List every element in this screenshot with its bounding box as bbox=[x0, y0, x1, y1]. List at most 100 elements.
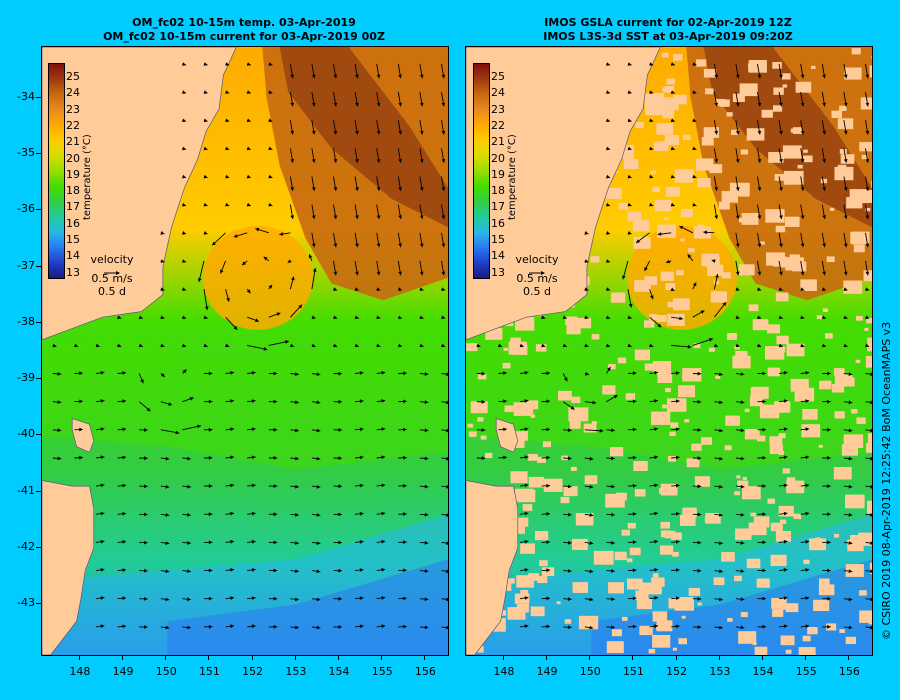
right-colorbar-title: temperature (°C) bbox=[507, 134, 518, 220]
velocity-arrowhead bbox=[146, 407, 151, 412]
velocity-arrowhead bbox=[843, 315, 848, 320]
velocity-arrowhead bbox=[79, 371, 83, 376]
cloud-mask-cell bbox=[686, 458, 700, 468]
velocity-arrowhead bbox=[606, 202, 610, 207]
velocity-arrowhead bbox=[848, 484, 853, 489]
velocity-arrowhead bbox=[800, 315, 805, 320]
velocity-arrowhead bbox=[338, 456, 342, 460]
cloud-mask-cell bbox=[820, 178, 828, 184]
colorbar-tick-label: 21 bbox=[66, 135, 80, 149]
cloud-mask-cell bbox=[871, 55, 872, 59]
cloud-mask-cell bbox=[672, 552, 679, 557]
velocity-arrowhead bbox=[843, 343, 848, 348]
velocity-arrowhead bbox=[230, 483, 234, 488]
velocity-arrowhead bbox=[182, 118, 186, 123]
velocity-arrowhead bbox=[675, 427, 680, 432]
cloud-mask-cell bbox=[732, 93, 745, 102]
velocity-arrowhead bbox=[273, 484, 278, 488]
velocity-arrowhead bbox=[290, 74, 295, 79]
velocity-arrow bbox=[441, 513, 448, 516]
velocity-arrowhead bbox=[290, 215, 295, 219]
longitude-tick-label: 151 bbox=[194, 655, 224, 678]
velocity-arrow bbox=[865, 401, 872, 404]
velocity-arrow bbox=[865, 485, 872, 488]
velocity-arrow bbox=[865, 570, 872, 572]
cloud-mask-cell bbox=[627, 211, 642, 222]
left-colorbar-title: temperature (°C) bbox=[82, 134, 93, 220]
velocity-arrowhead bbox=[233, 234, 238, 238]
right-title-line2: IMOS L3S-3d SST at 03-Apr-2019 09:20Z bbox=[543, 30, 793, 43]
model-temperature-map[interactable] bbox=[41, 46, 449, 656]
cloud-mask-cell bbox=[813, 599, 830, 611]
cloud-mask-cell bbox=[520, 590, 529, 596]
velocity-arrowhead bbox=[160, 315, 165, 320]
cloud-mask-cell bbox=[742, 477, 747, 480]
cloud-mask-cell bbox=[530, 414, 536, 418]
velocity-arrowhead bbox=[398, 287, 402, 291]
velocity-arrowhead bbox=[398, 187, 402, 191]
velocity-arrowhead bbox=[627, 231, 632, 235]
cloud-mask-cell bbox=[701, 137, 714, 146]
cloud-mask-cell bbox=[661, 52, 669, 58]
velocity-arrowhead bbox=[225, 202, 230, 207]
velocity-arrowhead bbox=[654, 399, 658, 403]
velocity-arrowhead bbox=[381, 399, 386, 403]
left-title-line2: OM_fc02 10-15m current for 03-Apr-2019 0… bbox=[103, 30, 385, 43]
velocity-arrowhead bbox=[338, 625, 342, 629]
cloud-mask-cell bbox=[584, 475, 598, 485]
cloud-mask-cell bbox=[851, 48, 861, 55]
velocity-arrowhead bbox=[719, 428, 723, 433]
cloud-mask-cell bbox=[785, 649, 792, 654]
velocity-arrowhead bbox=[740, 541, 745, 545]
velocity-arrowhead bbox=[295, 456, 299, 461]
cloud-mask-cell bbox=[727, 333, 737, 340]
velocity-arrowhead bbox=[230, 568, 234, 572]
cloud-mask-cell bbox=[800, 279, 817, 291]
velocity-arrowhead bbox=[650, 295, 654, 300]
velocity-arrowhead bbox=[79, 399, 83, 404]
velocity-arrowhead bbox=[607, 367, 611, 371]
velocity-arrowhead bbox=[246, 146, 251, 151]
velocity-arrowhead bbox=[225, 174, 230, 179]
velocity-arrowhead bbox=[843, 271, 848, 276]
velocity-arrowhead bbox=[827, 427, 831, 432]
velocity-arrowhead bbox=[311, 159, 316, 163]
cloud-mask-cell bbox=[591, 421, 597, 425]
velocity-arrowhead bbox=[757, 159, 762, 163]
observed-sst-map[interactable] bbox=[465, 46, 873, 656]
velocity-arrowhead bbox=[203, 146, 208, 151]
velocity-arrowhead bbox=[524, 511, 529, 516]
latitude-tick-label: -41 bbox=[1, 484, 41, 497]
cloud-mask-cell bbox=[797, 164, 803, 169]
cloud-mask-cell bbox=[742, 486, 761, 500]
velocity-arrowhead bbox=[298, 304, 303, 309]
velocity-arrowhead bbox=[251, 455, 256, 460]
cloud-mask-cell bbox=[833, 467, 852, 480]
velocity-arrowhead bbox=[848, 428, 853, 433]
cloud-mask-cell bbox=[727, 618, 733, 622]
cloud-mask-cell bbox=[790, 378, 809, 392]
colorbar-tick-label: 18 bbox=[66, 184, 80, 198]
longitude-tick-label: 155 bbox=[367, 655, 397, 678]
velocity-arrowhead bbox=[870, 569, 872, 574]
velocity-arrowhead bbox=[144, 484, 148, 489]
velocity-arrowhead bbox=[611, 428, 615, 433]
observed-map-canvas bbox=[466, 47, 872, 655]
cloud-mask-cell bbox=[866, 318, 872, 324]
velocity-arrowhead bbox=[263, 256, 268, 261]
velocity-arrowhead bbox=[779, 243, 783, 248]
cloud-mask-cell bbox=[816, 315, 823, 320]
velocity-arrowhead bbox=[546, 624, 550, 629]
cloud-mask-cell bbox=[515, 317, 535, 331]
left-panel-title: OM_fc02 10-15m temp. 03-Apr-2019 OM_fc02… bbox=[34, 16, 454, 44]
velocity-arrowhead bbox=[644, 267, 648, 271]
cloud-mask-cell bbox=[621, 616, 628, 621]
velocity-arrowhead bbox=[311, 130, 316, 135]
cloud-mask-cell bbox=[660, 97, 679, 111]
velocity-arrowhead bbox=[827, 371, 831, 376]
cloud-mask-cell bbox=[778, 450, 784, 455]
velocity-arrowhead bbox=[632, 540, 637, 544]
velocity-arrowhead bbox=[632, 483, 637, 488]
velocity-arrowhead bbox=[524, 596, 529, 600]
cloud-mask-cell bbox=[722, 272, 731, 279]
